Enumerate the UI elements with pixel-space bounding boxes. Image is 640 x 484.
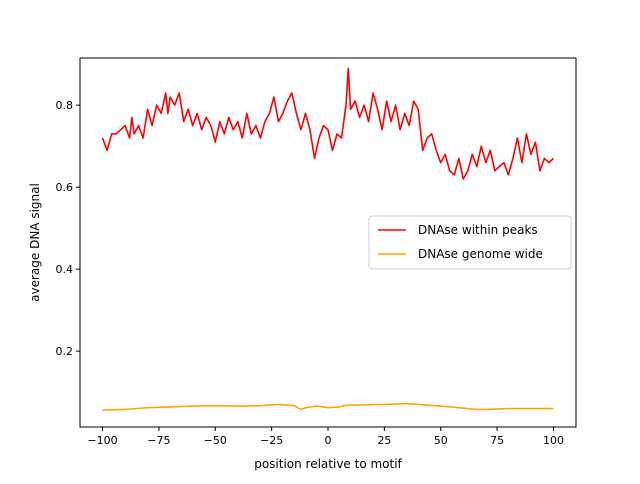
x-tick-label: 100 — [543, 434, 564, 447]
x-tick-label: 0 — [325, 434, 332, 447]
legend-label-within-peaks: DNAse within peaks — [418, 223, 538, 237]
y-axis-ticks: 0.2 0.4 0.6 0.8 — [56, 99, 80, 358]
x-tick-label: −25 — [260, 434, 283, 447]
x-tick-label: −50 — [204, 434, 227, 447]
x-axis-label: position relative to motif — [254, 457, 402, 471]
y-tick-label: 0.2 — [56, 345, 74, 358]
y-axis-label: average DNA signal — [28, 183, 42, 302]
x-tick-label: −75 — [147, 434, 170, 447]
legend: DNAse within peaks DNAse genome wide — [368, 215, 572, 270]
y-tick-label: 0.6 — [56, 181, 74, 194]
x-tick-label: −100 — [87, 434, 117, 447]
series-line-genome-wide — [102, 402, 554, 411]
x-tick-label: 75 — [490, 434, 504, 447]
x-tick-label: 50 — [434, 434, 448, 447]
series-layer — [101, 67, 555, 411]
legend-label-genome-wide: DNAse genome wide — [418, 247, 543, 261]
series-line-within-peaks — [101, 67, 555, 180]
x-tick-label: 25 — [377, 434, 391, 447]
x-axis-ticks: −100 −75 −50 −25 0 25 50 75 100 — [87, 427, 564, 447]
y-tick-label: 0.4 — [56, 263, 74, 276]
legend-box — [368, 215, 572, 270]
y-tick-label: 0.8 — [56, 99, 74, 112]
